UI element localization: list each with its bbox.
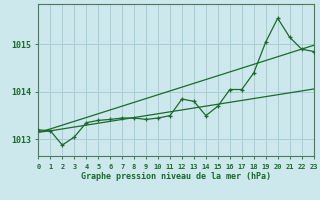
X-axis label: Graphe pression niveau de la mer (hPa): Graphe pression niveau de la mer (hPa) bbox=[81, 172, 271, 181]
